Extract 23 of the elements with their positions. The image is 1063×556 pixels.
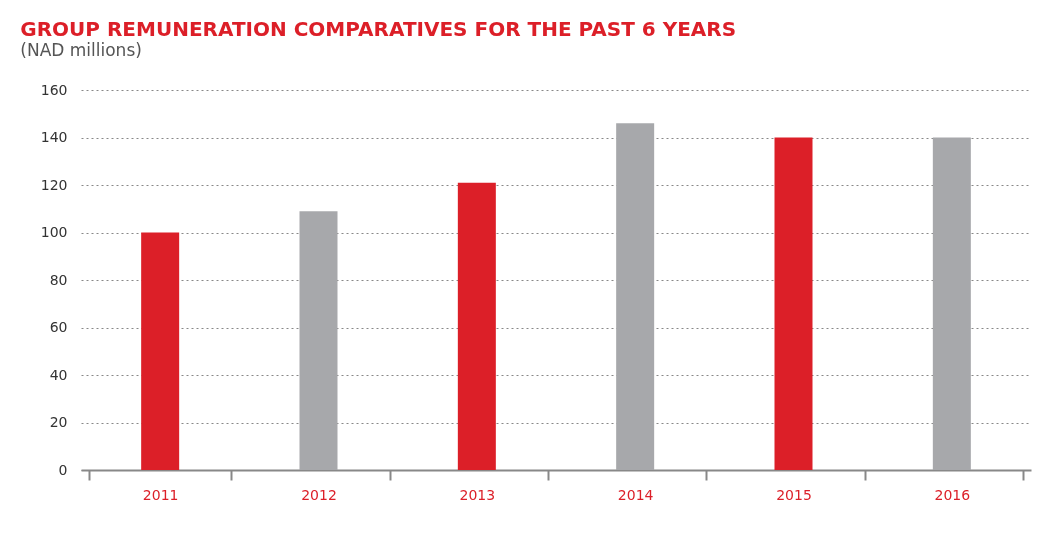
- x-tick-label: 2011: [142, 486, 179, 503]
- x-tick-label: 2012: [301, 486, 337, 503]
- bar: [616, 123, 655, 470]
- x-tick-label: 2016: [934, 486, 971, 503]
- x-tick-label: 2014: [617, 486, 654, 503]
- chart-subtitle: (NAD millions): [20, 40, 142, 60]
- y-tick-label: 120: [40, 176, 68, 193]
- y-tick-label: 20: [49, 414, 68, 430]
- y-tick-label: 100: [40, 224, 68, 240]
- y-tick-label: 60: [49, 319, 68, 335]
- bar: [457, 182, 496, 470]
- y-tick-label: 80: [49, 271, 68, 288]
- bar: [774, 137, 813, 470]
- y-tick-label: 160: [40, 81, 68, 98]
- y-tick-label: 0: [58, 461, 68, 478]
- bar: [141, 232, 180, 470]
- x-tick-label: 2015: [776, 486, 812, 503]
- x-tick-label: 2013: [459, 486, 496, 503]
- y-tick-label: 140: [40, 129, 68, 145]
- y-tick-label: 40: [49, 366, 68, 383]
- bar: [932, 137, 971, 470]
- bar: [299, 211, 338, 470]
- chart-title: GROUP REMUNERATION COMPARATIVES FOR THE PAST 6 YEARS: [20, 17, 737, 41]
